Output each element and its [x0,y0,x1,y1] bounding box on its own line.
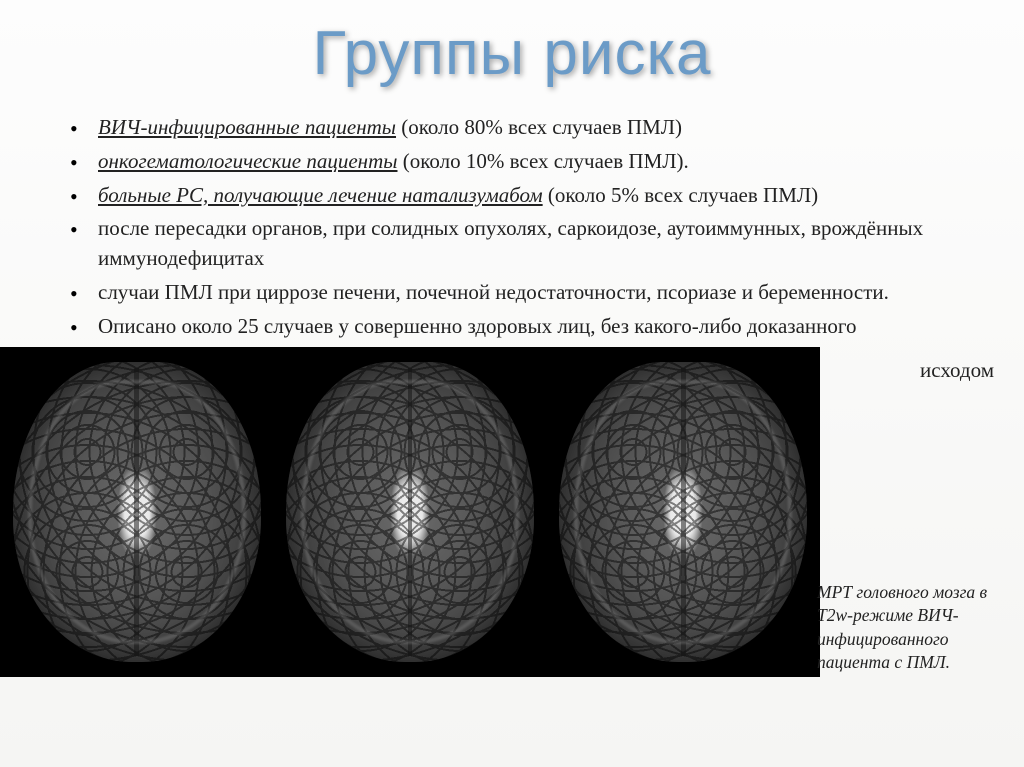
bullet-em: больные РС, получающие лечение натализум… [98,183,543,207]
bullet-text: случаи ПМЛ при циррозе печени, почечной … [98,280,889,304]
mri-panel-3 [549,349,818,675]
mid-fissure [681,368,686,656]
list-item: после пересадки органов, при солидных оп… [70,214,994,274]
bullet-text: (около 10% всех случаев ПМЛ). [398,149,689,173]
bullet-text: (около 5% всех случаев ПМЛ) [543,183,818,207]
bullet-text: после пересадки органов, при солидных оп… [98,216,923,270]
slide-title: Группы риска [30,0,994,113]
bullet-text: (около 80% всех случаев ПМЛ) [396,115,682,139]
trailing-word: исходом [920,358,994,383]
list-item: онкогематологические пациенты (около 10%… [70,147,994,177]
mid-fissure [408,368,413,656]
mri-panel-1 [2,349,271,675]
list-item: случаи ПМЛ при циррозе печени, почечной … [70,278,994,308]
brain-icon [559,362,807,662]
mri-caption: МРТ головного мозга в T2w-режиме ВИЧ-инф… [817,581,1012,676]
mid-fissure [134,368,139,656]
bullet-em: онкогематологические пациенты [98,149,398,173]
mri-image-row [0,347,820,677]
bullet-em: ВИЧ-инфицированные пациенты [98,115,396,139]
mri-panel-2 [275,349,544,675]
list-item: больные РС, получающие лечение натализум… [70,181,994,211]
brain-icon [13,362,261,662]
slide: Группы риска ВИЧ-инфицированные пациенты… [0,0,1024,767]
brain-icon [286,362,534,662]
bullet-list: ВИЧ-инфицированные пациенты (около 80% в… [30,113,994,372]
list-item: ВИЧ-инфицированные пациенты (около 80% в… [70,113,994,143]
